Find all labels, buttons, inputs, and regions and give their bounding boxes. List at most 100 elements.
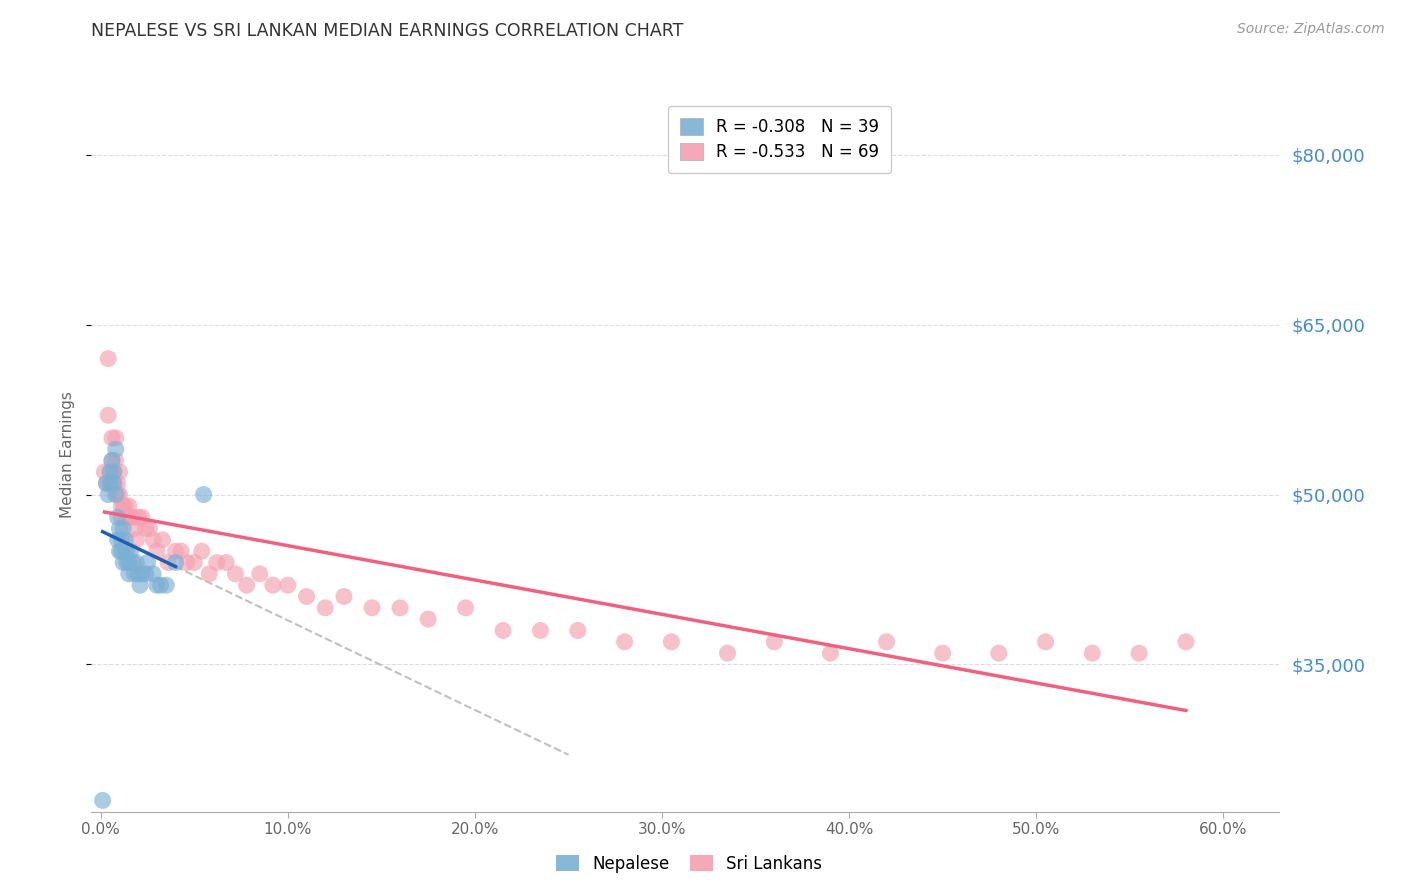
Point	[454, 600, 477, 615]
Point	[183, 556, 205, 570]
Point	[107, 476, 129, 491]
Point	[191, 544, 214, 558]
Point	[125, 556, 148, 570]
Point	[763, 635, 786, 649]
Point	[333, 590, 356, 604]
Point	[820, 646, 842, 660]
Point	[98, 476, 121, 491]
Point	[107, 533, 129, 547]
Point	[108, 487, 131, 501]
Legend: R = -0.308   N = 39, R = -0.533   N = 69: R = -0.308 N = 39, R = -0.533 N = 69	[668, 106, 891, 173]
Point	[103, 476, 125, 491]
Point	[157, 556, 180, 570]
Point	[114, 544, 136, 558]
Point	[121, 510, 143, 524]
Point	[1035, 635, 1057, 649]
Point	[567, 624, 589, 638]
Point	[1174, 635, 1197, 649]
Point	[98, 465, 121, 479]
Point	[142, 566, 165, 581]
Point	[118, 499, 141, 513]
Point	[96, 476, 118, 491]
Point	[118, 566, 141, 581]
Point	[129, 578, 152, 592]
Point	[97, 409, 120, 423]
Point	[170, 544, 193, 558]
Point	[103, 476, 125, 491]
Point	[107, 487, 129, 501]
Point	[125, 533, 148, 547]
Point	[93, 465, 115, 479]
Point	[91, 793, 114, 807]
Point	[108, 544, 131, 558]
Point	[103, 465, 125, 479]
Point	[1081, 646, 1104, 660]
Point	[142, 533, 165, 547]
Point	[135, 522, 157, 536]
Point	[118, 556, 141, 570]
Point	[97, 351, 120, 366]
Point	[120, 544, 142, 558]
Point	[146, 578, 169, 592]
Point	[97, 487, 120, 501]
Point	[96, 476, 118, 491]
Point	[127, 566, 149, 581]
Point	[876, 635, 898, 649]
Point	[152, 533, 174, 547]
Point	[124, 522, 146, 536]
Point	[716, 646, 738, 660]
Point	[127, 510, 149, 524]
Point	[165, 556, 187, 570]
Point	[135, 566, 157, 581]
Point	[108, 522, 131, 536]
Point	[361, 600, 384, 615]
Point	[136, 556, 159, 570]
Point	[176, 556, 198, 570]
Point	[101, 453, 124, 467]
Point	[120, 510, 142, 524]
Point	[165, 544, 187, 558]
Y-axis label: Median Earnings: Median Earnings	[59, 392, 75, 518]
Point	[114, 499, 136, 513]
Point	[115, 544, 138, 558]
Point	[104, 431, 127, 445]
Point	[155, 578, 177, 592]
Legend: Nepalese, Sri Lankans: Nepalese, Sri Lankans	[548, 848, 830, 880]
Point	[492, 624, 515, 638]
Text: Source: ZipAtlas.com: Source: ZipAtlas.com	[1237, 22, 1385, 37]
Point	[146, 544, 169, 558]
Point	[115, 556, 138, 570]
Point	[98, 465, 121, 479]
Point	[101, 453, 124, 467]
Point	[110, 499, 132, 513]
Point	[613, 635, 636, 649]
Point	[198, 566, 221, 581]
Point	[131, 510, 153, 524]
Point	[249, 566, 271, 581]
Point	[529, 624, 551, 638]
Point	[98, 476, 121, 491]
Point	[987, 646, 1010, 660]
Point	[661, 635, 683, 649]
Point	[314, 600, 336, 615]
Point	[205, 556, 228, 570]
Point	[931, 646, 953, 660]
Point	[112, 522, 135, 536]
Point	[115, 510, 138, 524]
Point	[215, 556, 238, 570]
Point	[224, 566, 246, 581]
Point	[277, 578, 299, 592]
Point	[112, 499, 135, 513]
Point	[110, 544, 132, 558]
Point	[235, 578, 257, 592]
Point	[149, 578, 172, 592]
Point	[103, 465, 125, 479]
Point	[114, 533, 136, 547]
Point	[295, 590, 318, 604]
Point	[389, 600, 412, 615]
Point	[1128, 646, 1150, 660]
Point	[110, 533, 132, 547]
Point	[138, 522, 160, 536]
Point	[131, 566, 153, 581]
Point	[110, 510, 132, 524]
